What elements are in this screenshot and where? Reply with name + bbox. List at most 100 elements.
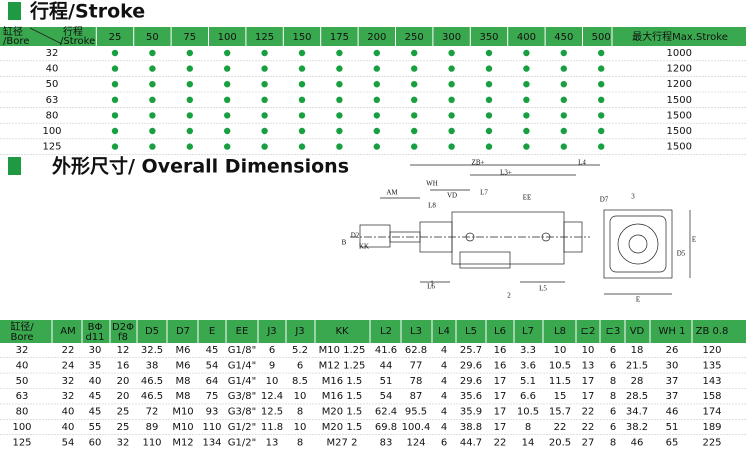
availability-dot xyxy=(485,81,493,88)
bore-cell: 125 xyxy=(42,142,61,153)
table-cell: M20 1.5 xyxy=(322,422,362,433)
table-cell: M16 1.5 xyxy=(322,391,362,402)
availability-dot xyxy=(111,81,119,88)
table-cell: 55 xyxy=(89,422,102,433)
availability-dot xyxy=(448,81,455,88)
table-cell: 64 xyxy=(206,376,219,387)
table-cell: 51 xyxy=(380,376,393,387)
availability-dot xyxy=(373,127,380,135)
table-cell: 89 xyxy=(146,422,159,433)
drawing-label: L4 xyxy=(578,159,586,167)
table-cell: 35.6 xyxy=(460,391,482,402)
column-header: 缸径/ xyxy=(10,320,34,333)
availability-dot xyxy=(186,143,193,150)
availability-dot xyxy=(373,49,380,57)
availability-dot xyxy=(336,112,343,119)
table-cell: 28 xyxy=(631,376,644,387)
table-cell: 50 xyxy=(16,376,29,387)
table-cell: 143 xyxy=(702,376,721,387)
availability-dot xyxy=(411,49,418,57)
column-header: D2Φ xyxy=(112,322,134,333)
table-cell: 8 xyxy=(610,437,616,448)
stroke-header: 75 xyxy=(183,32,196,43)
table-cell: 44 xyxy=(380,360,393,371)
column-header: ZB 0.8 xyxy=(696,326,729,337)
table-cell: 110 xyxy=(142,437,161,448)
table-cell: 5.1 xyxy=(520,376,536,387)
column-header: KK xyxy=(335,326,349,337)
table-cell: 77 xyxy=(410,360,423,371)
table-cell: 46.5 xyxy=(141,391,163,402)
availability-dot xyxy=(560,81,567,88)
table-cell: G1/4" xyxy=(228,360,256,371)
table-cell: 12.5 xyxy=(261,407,283,418)
table-cell: 100.4 xyxy=(402,422,431,433)
availability-dot xyxy=(560,65,567,72)
availability-dot xyxy=(373,143,380,150)
availability-dot xyxy=(448,112,455,119)
table-cell: 22 xyxy=(582,422,595,433)
table-cell: 32.5 xyxy=(141,345,163,356)
table-cell: 17 xyxy=(494,422,507,433)
availability-dot xyxy=(560,49,567,57)
availability-dot xyxy=(485,96,493,104)
availability-dot xyxy=(261,96,268,104)
corner-label: /Stroke xyxy=(60,36,95,47)
column-header: L7 xyxy=(522,326,534,337)
column-header: d11 xyxy=(85,332,104,343)
table-cell: 14 xyxy=(522,437,535,448)
availability-dot xyxy=(186,49,193,57)
stroke-header: 100 xyxy=(218,32,237,43)
drawing-label: D2 xyxy=(351,232,360,240)
table-cell: 10 xyxy=(266,376,279,387)
table-cell: 11.8 xyxy=(261,422,283,433)
availability-dot xyxy=(261,65,268,72)
table-cell: 5.2 xyxy=(292,345,308,356)
drawing-label: 1 xyxy=(430,280,434,288)
drawing-label: E xyxy=(636,296,640,304)
availability-dot xyxy=(448,127,455,135)
availability-dot xyxy=(298,143,306,150)
availability-dot xyxy=(298,65,306,72)
availability-dot xyxy=(261,81,268,88)
table-cell: 40 xyxy=(89,376,102,387)
table-cell: 37 xyxy=(666,376,679,387)
table-cell: 38 xyxy=(146,360,159,371)
column-header: L5 xyxy=(465,326,477,337)
table-cell: 28.5 xyxy=(626,391,648,402)
stroke-header: 350 xyxy=(479,32,498,43)
stroke-title: 行程/Stroke xyxy=(29,0,145,23)
max-cell: 1500 xyxy=(667,95,692,106)
availability-dot xyxy=(523,96,530,104)
availability-dot xyxy=(149,81,156,88)
table-cell: 54 xyxy=(380,391,393,402)
table-cell: 32 xyxy=(117,437,130,448)
table-cell: 100 xyxy=(12,422,31,433)
table-cell: M8 xyxy=(176,376,191,387)
drawing-label: L6 xyxy=(427,283,435,291)
drawing-label: EE xyxy=(523,194,532,202)
availability-dot xyxy=(186,127,193,135)
availability-dot xyxy=(336,81,343,88)
availability-dot xyxy=(598,112,605,119)
table-cell: 6 xyxy=(441,437,447,448)
table-cell: 12.4 xyxy=(261,391,283,402)
table-cell: 4 xyxy=(441,345,447,356)
availability-dot xyxy=(598,49,605,57)
availability-dot xyxy=(411,112,418,119)
availability-dot xyxy=(448,143,455,150)
table-cell: 46 xyxy=(631,437,644,448)
column-header: J3 xyxy=(294,326,304,337)
availability-dot xyxy=(224,49,231,57)
table-cell: 32 xyxy=(62,391,75,402)
availability-dot xyxy=(224,143,231,150)
table-cell: 46 xyxy=(666,407,679,418)
availability-dot xyxy=(485,127,493,135)
column-header: L8 xyxy=(554,326,566,337)
availability-dot xyxy=(373,81,380,88)
availability-dot xyxy=(560,127,567,135)
column-header: E xyxy=(209,326,215,337)
availability-dot xyxy=(111,127,119,135)
max-header: 最大行程Max.Stroke xyxy=(632,30,728,43)
